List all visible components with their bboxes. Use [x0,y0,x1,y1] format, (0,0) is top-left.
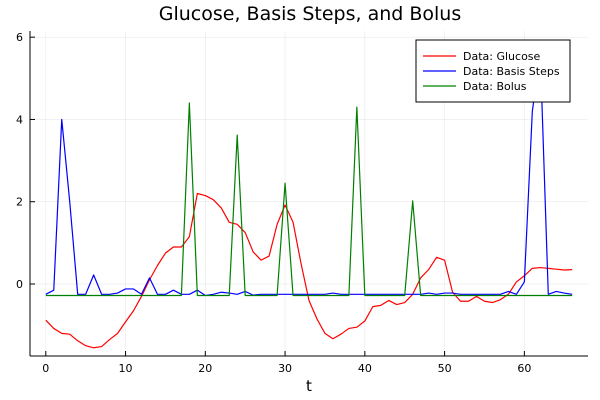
y-tick-label: 6 [16,31,23,44]
y-tick-label: 0 [16,278,23,291]
x-tick-label: 0 [42,362,49,375]
legend-label: Data: Bolus [463,80,527,93]
x-tick-label: 20 [198,362,212,375]
series-group [45,53,573,349]
x-tick-label: 10 [119,362,133,375]
x-ticks: 0 10 20 30 40 50 60 [42,351,531,375]
legend: Data: Glucose Data: Basis Steps Data: Bolu… [415,39,571,103]
y-tick-label: 2 [16,196,23,209]
y-tick-label: 4 [16,113,23,126]
x-axis-label: t [306,377,312,395]
x-tick-label: 60 [517,362,531,375]
chart-title: Glucose, Basis Steps, and Bolus [159,3,461,25]
series-line-data-basis-steps [45,53,573,297]
legend-label: Data: Basis Steps [463,65,560,78]
x-tick-label: 30 [278,362,292,375]
x-tick-label: 50 [438,362,452,375]
axes [29,31,588,357]
y-ticks: 0 2 4 6 [16,31,35,291]
series-line-data-glucose [45,192,573,349]
legend-label: Data: Glucose [463,50,541,63]
x-tick-label: 40 [358,362,372,375]
series-line-data-bolus [45,102,573,297]
